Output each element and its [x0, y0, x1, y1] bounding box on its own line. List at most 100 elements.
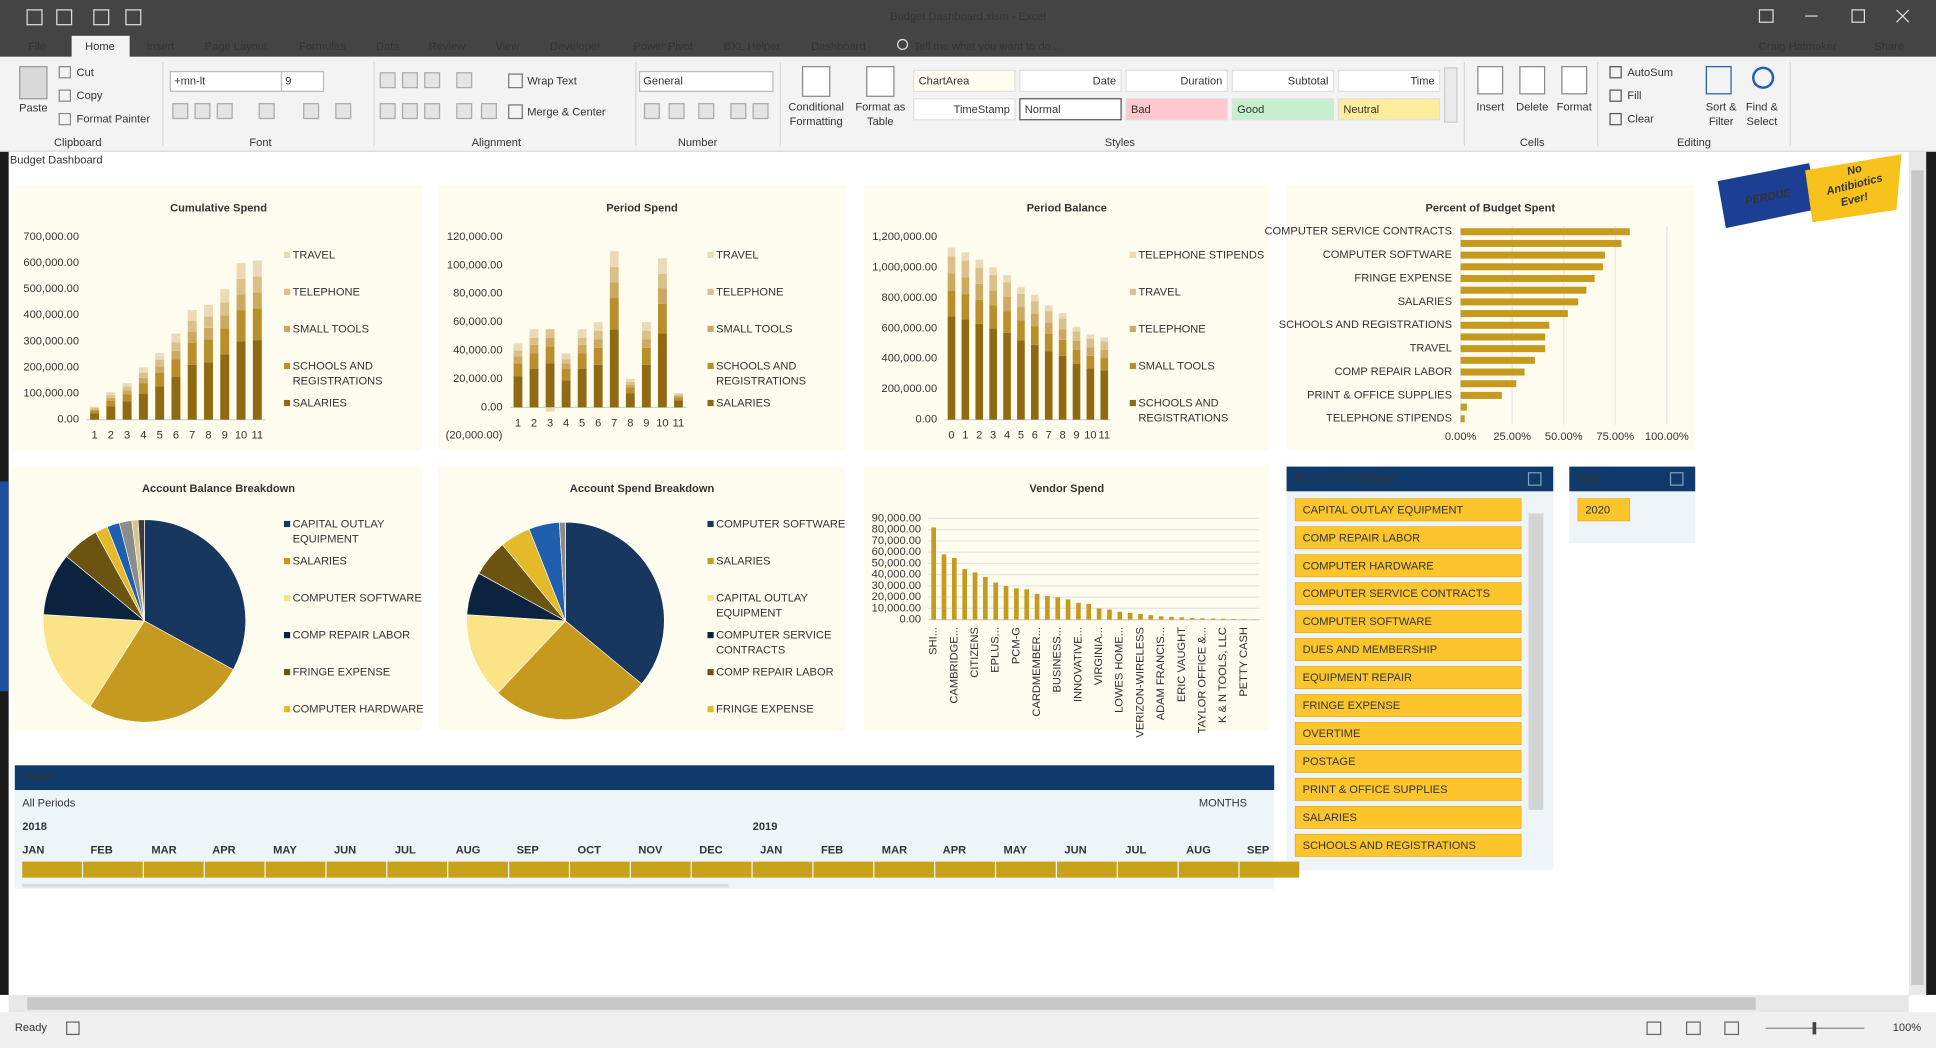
merge-center-button[interactable]: Merge & Center — [527, 106, 606, 118]
cell-style-name[interactable]: Bad — [1131, 104, 1151, 116]
ribbon-tab[interactable]: Developer — [550, 41, 601, 53]
legend-label: FRINGE EXPENSE — [293, 667, 391, 679]
copy-button[interactable]: Copy — [77, 90, 103, 102]
timeline-month[interactable]: AUG — [456, 844, 481, 856]
timeline-month[interactable]: DEC — [699, 844, 722, 856]
format-as-table-button[interactable]: Table — [867, 116, 894, 128]
bar-segment — [529, 337, 539, 345]
font-name[interactable]: +mn-lt — [174, 75, 205, 87]
timeline-level[interactable]: MONTHS — [1199, 798, 1247, 810]
slicer-item-label[interactable]: 2020 — [1585, 504, 1610, 516]
cell-style-name[interactable]: Date — [1093, 75, 1116, 87]
cell-style-name[interactable]: Good — [1237, 104, 1264, 116]
bar — [972, 572, 978, 620]
ribbon-tab[interactable]: Insert — [147, 41, 175, 53]
y-tick-label: COMPUTER SOFTWARE — [1323, 249, 1452, 261]
x-tick-label: 2 — [531, 417, 537, 429]
slicer-item-label[interactable]: POSTAGE — [1303, 756, 1356, 768]
number-format[interactable]: General — [643, 75, 683, 87]
bar — [983, 576, 988, 620]
timeline-month[interactable]: MAR — [151, 844, 176, 856]
timeline-month[interactable]: SEP — [517, 844, 540, 856]
timeline-month[interactable]: MAY — [1004, 844, 1028, 856]
slicer-item-label[interactable]: DUES AND MEMBERSHIP — [1303, 644, 1438, 656]
cells-button[interactable]: Format — [1557, 101, 1592, 113]
ribbon-tab[interactable]: Home — [85, 41, 115, 53]
ribbon-tab[interactable]: Power Pivot — [633, 41, 692, 53]
timeline-month[interactable]: JUN — [1064, 844, 1086, 856]
timeline-month[interactable]: JAN — [22, 844, 44, 856]
slicer-item-label[interactable]: SALARIES — [1303, 812, 1357, 824]
slicer-item-label[interactable]: CAPITAL OUTLAY EQUIPMENT — [1303, 504, 1464, 516]
timeline-month[interactable]: JUN — [334, 844, 356, 856]
slicer-item-label[interactable]: COMPUTER SOFTWARE — [1303, 616, 1432, 628]
slicer-item-label[interactable]: COMPUTER HARDWARE — [1303, 560, 1434, 572]
share-button[interactable]: Share — [1874, 41, 1904, 53]
timeline-month[interactable]: FEB — [821, 844, 843, 856]
timeline-month[interactable]: OCT — [577, 844, 601, 856]
sort-filter-button[interactable]: Filter — [1709, 116, 1734, 128]
slicer-item-label[interactable]: SCHOOLS AND REGISTRATIONS — [1303, 840, 1476, 852]
timeline-month[interactable]: SEP — [1247, 844, 1270, 856]
ribbon-tab[interactable]: Dashboard — [811, 41, 865, 53]
cell-style-name[interactable]: Duration — [1180, 75, 1222, 87]
format-painter-button[interactable]: Format Painter — [77, 114, 151, 126]
ribbon-tab[interactable]: Review — [429, 41, 466, 53]
autosum-button[interactable]: AutoSum — [1627, 67, 1673, 79]
slicer-item-label[interactable]: FRINGE EXPENSE — [1303, 700, 1401, 712]
slicer-item-label[interactable]: COMPUTER SERVICE CONTRACTS — [1303, 588, 1490, 600]
cells-button[interactable]: Delete — [1516, 101, 1548, 113]
x-tick-label: TAYLOR OFFICE &... — [1196, 627, 1208, 733]
ribbon-tab[interactable]: Page Layout — [205, 41, 267, 53]
y-tick-label: 400,000.00 — [882, 353, 938, 365]
paste-button[interactable]: Paste — [19, 103, 47, 115]
timeline-month[interactable]: APR — [212, 844, 235, 856]
cell-style-name[interactable]: ChartArea — [919, 75, 970, 87]
cell-style-name[interactable]: Normal — [1025, 104, 1061, 116]
cell-style-name[interactable]: TimeStamp — [954, 104, 1010, 116]
cell-style-name[interactable]: Neutral — [1343, 104, 1379, 116]
bar — [1460, 403, 1467, 411]
conditional-formatting-button[interactable]: Conditional — [788, 101, 844, 113]
timeline-month[interactable]: MAY — [273, 844, 297, 856]
slicer-item-label[interactable]: EQUIPMENT REPAIR — [1303, 672, 1412, 684]
font-size[interactable]: 9 — [285, 75, 291, 87]
ribbon-tab[interactable]: View — [496, 41, 521, 53]
timeline-month[interactable]: APR — [943, 844, 966, 856]
slicer-item-label[interactable]: OVERTIME — [1303, 728, 1361, 740]
zoom-level[interactable]: 100% — [1893, 1022, 1922, 1034]
bar-segment — [609, 298, 619, 330]
find-select-button[interactable]: Find & — [1746, 101, 1779, 113]
timeline-month[interactable]: JUL — [1125, 844, 1146, 856]
y-tick-label: 100,000.00 — [23, 388, 79, 400]
timeline-month[interactable]: FEB — [91, 844, 113, 856]
slicer-item-label[interactable]: PRINT & OFFICE SUPPLIES — [1303, 784, 1448, 796]
timeline-month[interactable]: MAR — [882, 844, 907, 856]
find-select-button[interactable]: Select — [1746, 116, 1777, 128]
ribbon-tab[interactable]: File — [28, 41, 46, 53]
tell-me-search[interactable]: Tell me what you want to do... — [914, 41, 1060, 53]
cells-button[interactable]: Insert — [1476, 101, 1504, 113]
wrap-text-button[interactable]: Wrap Text — [527, 75, 577, 87]
fill-button[interactable]: Fill — [1627, 90, 1641, 102]
legend-swatch — [283, 557, 291, 565]
slicer-item-label[interactable]: COMP REPAIR LABOR — [1303, 532, 1421, 544]
clear-button[interactable]: Clear — [1627, 114, 1654, 126]
conditional-formatting-button[interactable]: Formatting — [790, 116, 843, 128]
format-as-table-button[interactable]: Format as — [855, 101, 905, 113]
ribbon-tab[interactable]: Data — [376, 41, 400, 53]
timeline-month[interactable]: JAN — [760, 844, 782, 856]
timeline-month[interactable]: AUG — [1186, 844, 1211, 856]
cell-style-name[interactable]: Subtotal — [1288, 75, 1329, 87]
ribbon-tab[interactable]: BXL Helper — [724, 41, 781, 53]
cut-button[interactable]: Cut — [77, 67, 94, 79]
slicer-item — [1294, 666, 1522, 689]
sort-filter-button[interactable]: Sort & — [1706, 101, 1737, 113]
x-tick-label: 10 — [656, 417, 668, 429]
cell-style-name[interactable]: Time — [1410, 75, 1434, 87]
legend-label: COMPUTER SERVICE CONTRACTS — [716, 630, 831, 657]
timeline-month[interactable]: NOV — [638, 844, 663, 856]
legend-label: CAPITAL OUTLAY EQUIPMENT — [293, 519, 385, 546]
ribbon-tab[interactable]: Formulas — [299, 41, 346, 53]
timeline-month[interactable]: JUL — [395, 844, 416, 856]
